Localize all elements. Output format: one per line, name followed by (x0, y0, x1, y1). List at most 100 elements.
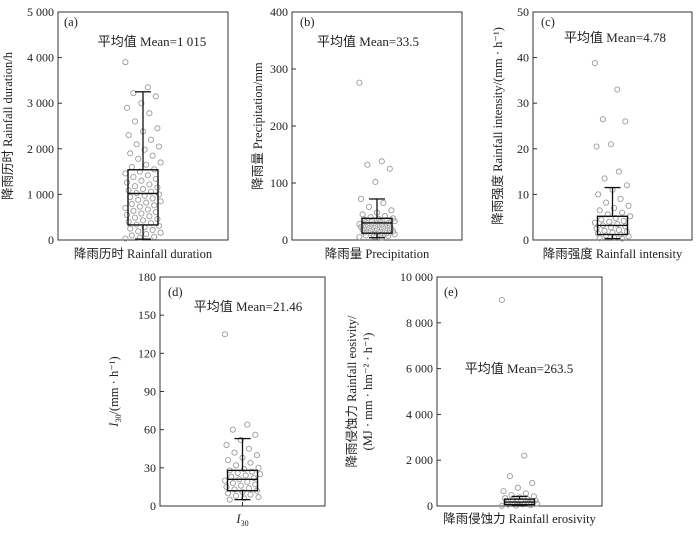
y-tick-label: 2 000 (27, 142, 54, 156)
data-point (146, 110, 153, 117)
data-point (155, 143, 163, 150)
y-tick-label: 40 (517, 51, 529, 65)
panel-label: (a) (64, 15, 78, 29)
y-tick-label: 0 (427, 499, 433, 513)
data-point (136, 203, 143, 210)
data-point (122, 205, 129, 212)
data-point (139, 185, 147, 192)
data-point (233, 462, 240, 469)
panel-label: (b) (300, 15, 315, 29)
data-point (599, 116, 606, 123)
data-point (221, 331, 228, 338)
data-point (357, 195, 365, 203)
data-point (130, 90, 137, 97)
data-point (133, 141, 140, 148)
data-point (154, 125, 161, 132)
data-point (253, 452, 260, 459)
data-point (514, 484, 521, 491)
data-point (149, 195, 156, 202)
y-tick-label: 0 (523, 233, 529, 247)
y-tick-label: 90 (144, 385, 156, 399)
data-point (231, 486, 238, 493)
box-iqr (361, 217, 393, 234)
data-point (249, 468, 256, 475)
y-tick-label: 30 (144, 461, 156, 475)
data-point (356, 79, 363, 86)
data-point (241, 495, 248, 502)
y-tick-label: 4 000 (406, 407, 433, 421)
data-point (143, 199, 150, 206)
y-tick-label: 10 000 (400, 270, 433, 284)
data-point (607, 224, 614, 231)
data-point (522, 490, 529, 497)
y-tick-label: 20 (517, 142, 529, 156)
data-point (130, 207, 137, 214)
data-point (125, 132, 132, 139)
data-point (242, 472, 249, 479)
data-point (149, 152, 156, 159)
data-point (225, 490, 232, 497)
data-point (136, 168, 143, 175)
data-point (617, 195, 624, 203)
data-point (614, 86, 621, 93)
data-point (529, 480, 536, 487)
y-tick-label: 0 (282, 233, 288, 247)
data-point (157, 159, 164, 166)
x-axis-label: I30 (235, 512, 248, 528)
data-point (611, 205, 618, 212)
plot-frame (436, 276, 603, 507)
data-point (604, 211, 611, 218)
data-point (226, 496, 233, 503)
data-point (595, 191, 602, 198)
data-point (241, 466, 248, 473)
mean-annotation: 平均值 Mean=4.78 (564, 30, 666, 45)
data-point (135, 155, 142, 162)
y-tick-label: 5 000 (27, 5, 54, 19)
data-point (625, 233, 632, 240)
data-point (138, 100, 145, 107)
y-tick-label: 10 (517, 187, 529, 201)
data-point (365, 203, 373, 210)
data-point (229, 426, 236, 433)
data-point (623, 182, 630, 189)
data-point (155, 191, 163, 198)
box-iqr (226, 469, 259, 492)
data-point (244, 421, 251, 428)
y-axis-label: 降雨历时 Rainfall duration/h (1, 51, 15, 200)
data-point (596, 207, 603, 214)
data-point (157, 229, 164, 236)
y-tick-label: 2 000 (406, 453, 433, 467)
panel-e: 0 2 000 4 000 6 000 8 000 10 000 (e) 平均值 Mean=2… (344, 270, 603, 526)
data-point (143, 161, 150, 168)
data-point (380, 199, 387, 206)
panel-d: 0 30 60 90 120 150 180 (d) 平均值 Mean=21.46 I30 I30/… (107, 270, 326, 528)
y-tick-label: 60 (144, 423, 156, 437)
data-point (388, 207, 395, 214)
data-point (622, 118, 629, 125)
data-point (127, 150, 134, 157)
data-point (144, 206, 151, 213)
data-point (245, 445, 252, 452)
y-axis-label: I30/(mm · h⁻¹) (107, 356, 123, 427)
data-point (127, 225, 134, 232)
y-tick-label: 120 (138, 346, 156, 360)
mean-annotation: 平均值 Mean=21.46 (194, 299, 303, 314)
y-tick-label: 1 000 (27, 187, 54, 201)
data-point (255, 494, 262, 501)
data-point (386, 165, 393, 172)
data-point (500, 488, 507, 495)
data-point (612, 215, 619, 222)
data-point (364, 161, 371, 168)
data-point (247, 459, 254, 466)
x-axis-label: 降雨强度 Rainfall intensity (543, 246, 683, 261)
data-point (122, 235, 129, 242)
data-point (131, 214, 139, 221)
data-point (141, 146, 148, 153)
data-point (237, 436, 244, 443)
data-point (128, 163, 135, 171)
data-point (619, 209, 626, 216)
data-point (367, 214, 374, 221)
data-point (359, 211, 366, 218)
y-axis-label: 降雨量 Precipitation/mm (251, 62, 265, 190)
mean-annotation: 平均值 Mean=1 015 (98, 34, 206, 49)
